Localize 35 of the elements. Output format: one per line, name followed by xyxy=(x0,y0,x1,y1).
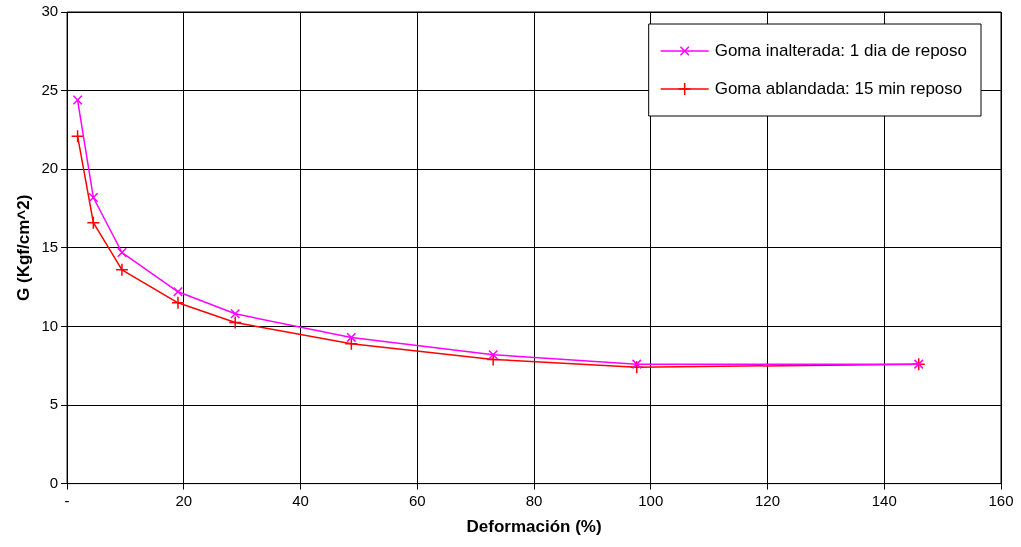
point xyxy=(230,308,241,319)
point xyxy=(488,349,499,360)
point xyxy=(72,95,83,106)
x-tick-label: 80 xyxy=(525,491,543,509)
x-tick-label: 160 xyxy=(988,491,1014,509)
x-tick-label: 120 xyxy=(755,491,781,509)
x-tick-label: 40 xyxy=(292,491,309,509)
point xyxy=(631,359,642,370)
x-tick-label: 60 xyxy=(408,491,426,509)
point xyxy=(228,315,242,330)
point xyxy=(172,286,183,297)
y-tick-label: 0 xyxy=(49,473,59,491)
x-tick-label: - xyxy=(64,491,70,509)
y-tick-label: 15 xyxy=(41,237,59,255)
x-tick-label: 140 xyxy=(871,491,897,509)
point xyxy=(115,263,129,277)
point xyxy=(86,215,101,230)
legend-label: Goma inalterada: 1 dia de reposo xyxy=(714,40,967,60)
y-tick-label: 25 xyxy=(41,80,59,98)
y-tick-label: 5 xyxy=(49,395,59,413)
legend-label: Goma ablandada: 15 min reposo xyxy=(714,78,963,98)
x-tick-label: 20 xyxy=(175,491,193,509)
y-axis-title: G (Kgf/cm^2) xyxy=(13,194,33,301)
point xyxy=(116,247,127,258)
point xyxy=(344,336,359,351)
x-axis-title: Deformación (%) xyxy=(466,517,602,537)
point xyxy=(70,129,85,143)
x-tick-label: 100 xyxy=(638,491,664,509)
y-tick-label: 10 xyxy=(41,316,59,334)
y-tick-label: 30 xyxy=(41,2,59,20)
point xyxy=(88,192,99,203)
point xyxy=(630,360,644,375)
point xyxy=(171,296,185,310)
y-tick-label: 20 xyxy=(41,159,59,177)
point xyxy=(346,332,357,343)
